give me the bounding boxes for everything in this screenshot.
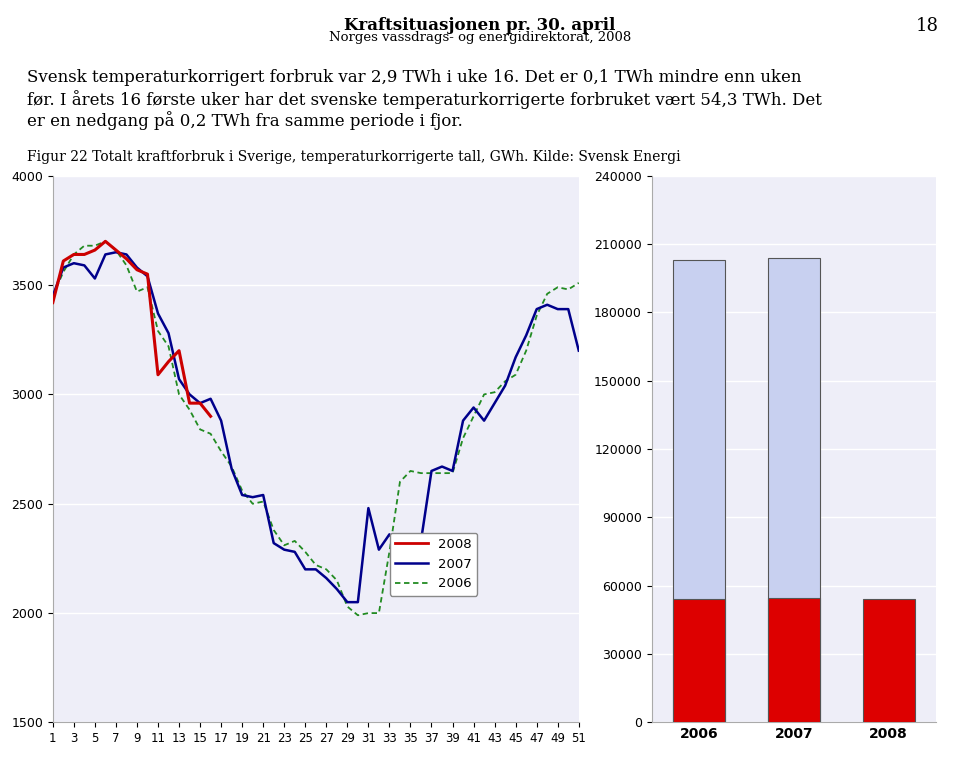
2008	[163, 357, 175, 366]
Text: Kraftsituasjonen pr. 30. april: Kraftsituasjonen pr. 30. april	[345, 17, 615, 34]
2008	[204, 412, 216, 421]
2006	[416, 469, 427, 478]
Legend: 2008, 2007, 2006: 2008, 2007, 2006	[390, 533, 477, 596]
Text: Figur 22 Totalt kraftforbruk i Sverige, temperaturkorrigerte tall, GWh. Kilde: S: Figur 22 Totalt kraftforbruk i Sverige, …	[27, 150, 681, 164]
2007	[110, 248, 122, 257]
2006	[563, 285, 574, 294]
2008	[58, 256, 69, 266]
2007	[563, 305, 574, 314]
2006	[446, 469, 458, 478]
Text: før. I årets 16 første uker har det svenske temperaturkorrigerte forbruket vært : før. I årets 16 første uker har det sven…	[27, 90, 822, 109]
2008	[142, 269, 154, 279]
Line: 2007: 2007	[53, 252, 579, 602]
2006	[352, 611, 364, 620]
2008	[194, 398, 205, 408]
2008	[79, 250, 90, 259]
Bar	[673, 260, 725, 722]
2008	[132, 265, 143, 274]
Line: 2008: 2008	[53, 241, 210, 416]
2008	[153, 370, 164, 380]
2007	[573, 346, 585, 355]
Text: Norges vassdrags- og energidirektorat, 2008: Norges vassdrags- og energidirektorat, 2…	[329, 31, 631, 45]
2007	[342, 597, 353, 607]
Text: er en nedgang på 0,2 TWh fra samme periode i fjor.: er en nedgang på 0,2 TWh fra samme perio…	[27, 111, 463, 130]
2006	[100, 237, 111, 246]
Bar	[862, 599, 915, 722]
2006	[173, 390, 184, 399]
2007	[416, 537, 427, 546]
2007	[446, 466, 458, 476]
2008	[173, 346, 184, 355]
2008	[100, 237, 111, 246]
2007	[215, 416, 227, 426]
2006	[47, 291, 59, 301]
2006	[573, 278, 585, 287]
2008	[68, 250, 80, 259]
Bar	[768, 598, 820, 722]
2008	[110, 245, 122, 255]
2007	[226, 464, 237, 473]
Line: 2006: 2006	[53, 241, 579, 615]
Text: 18: 18	[916, 17, 939, 35]
2006	[215, 447, 227, 456]
Text: Svensk temperaturkorrigert forbruk var 2,9 TWh i uke 16. Det er 0,1 TWh mindre e: Svensk temperaturkorrigert forbruk var 2…	[27, 69, 802, 86]
2007	[173, 374, 184, 383]
2008	[183, 398, 195, 408]
Bar	[673, 599, 725, 722]
Bar	[768, 258, 820, 722]
2008	[47, 298, 59, 307]
2007	[47, 291, 59, 301]
2008	[121, 254, 132, 263]
2006	[226, 462, 237, 471]
2008	[89, 245, 101, 255]
